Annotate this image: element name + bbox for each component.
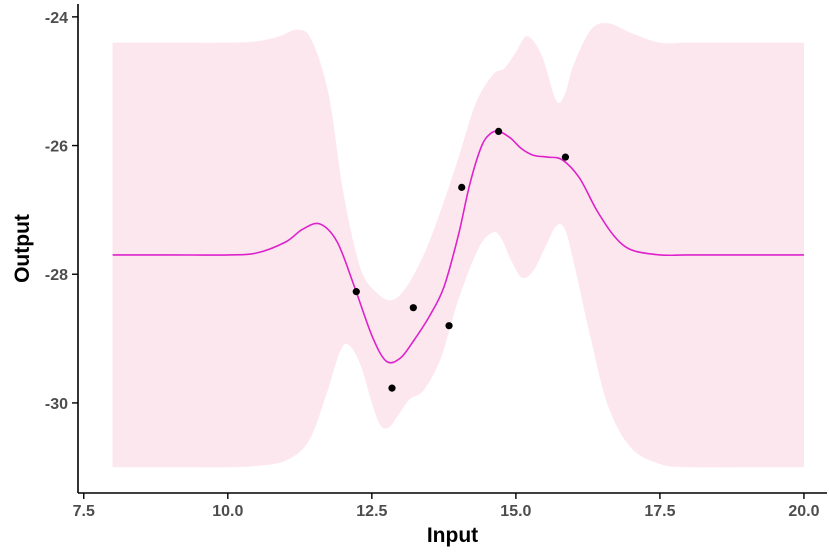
observation-point	[409, 304, 417, 312]
y-axis-title: Output	[11, 214, 34, 283]
mean-line	[112, 130, 804, 364]
confidence-band	[112, 23, 805, 468]
x-tick-label: 20.0	[788, 503, 819, 520]
observation-point	[388, 384, 396, 392]
y-tick-label: -24	[45, 10, 68, 27]
observation-point	[352, 288, 360, 296]
observation-point	[445, 322, 453, 330]
x-tick-label: 7.5	[73, 503, 95, 520]
y-axis-ticks: -30 -28 -26 -24	[45, 10, 78, 413]
x-axis-title: Input	[427, 524, 478, 547]
x-tick-label: 17.5	[644, 503, 675, 520]
y-tick-label: -26	[45, 139, 68, 156]
y-tick-label: -28	[45, 267, 68, 284]
y-tick-label: -30	[45, 396, 68, 413]
observation-point	[458, 183, 466, 191]
observation-point	[494, 127, 503, 135]
x-axis-ticks: 7.5 10.0 12.5 15.0 17.5 20.0	[73, 493, 820, 520]
observation-points	[352, 127, 570, 392]
x-tick-label: 15.0	[500, 503, 531, 520]
observation-point	[561, 153, 570, 161]
x-tick-label: 12.5	[356, 503, 387, 520]
x-tick-label: 10.0	[212, 503, 243, 520]
